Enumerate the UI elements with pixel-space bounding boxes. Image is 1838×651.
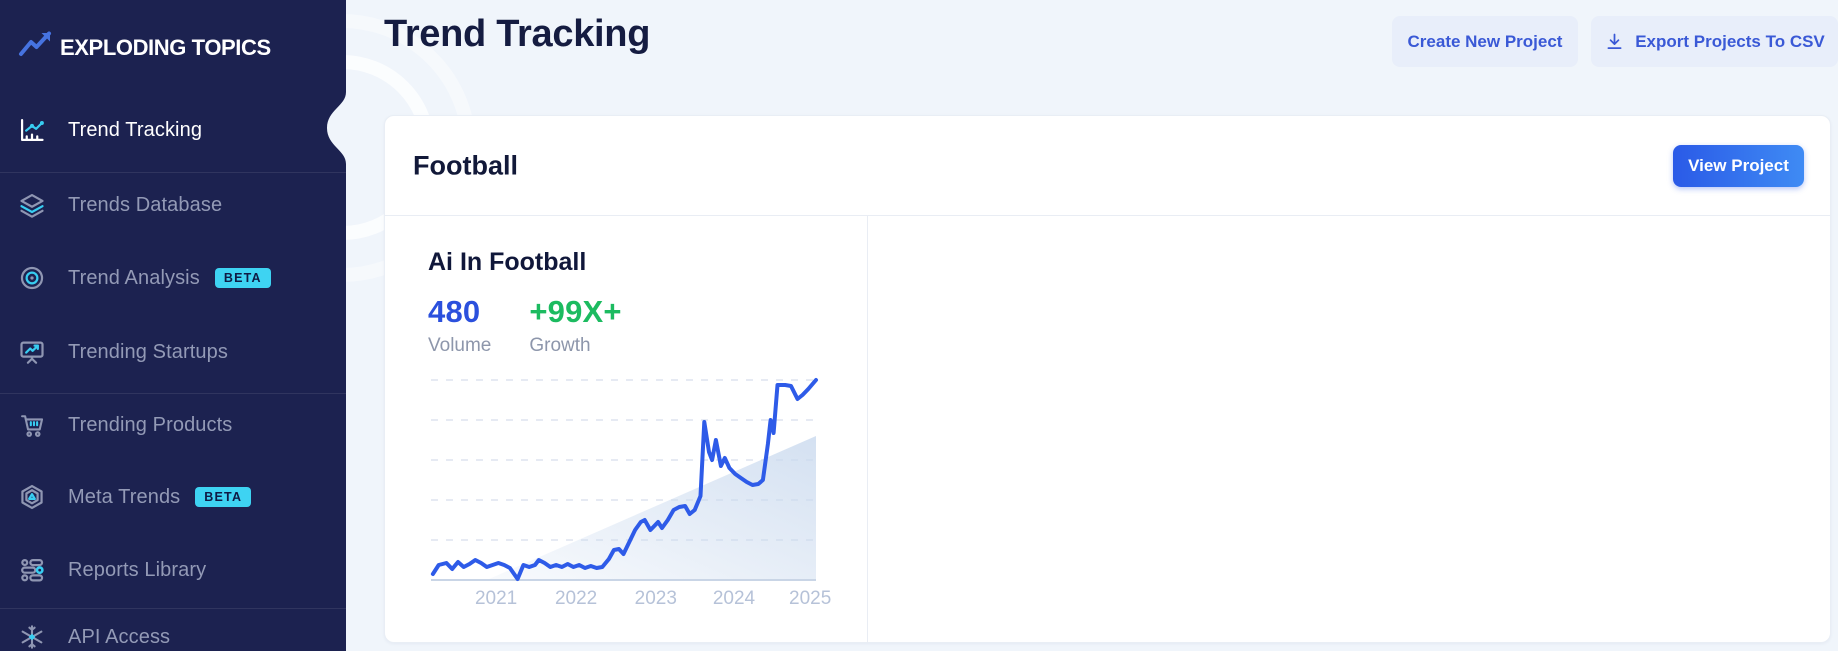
create-new-project-button[interactable]: Create New Project [1392,16,1578,67]
active-item-notch [327,92,346,164]
sidebar-item-trending-products[interactable]: Trending Products [0,401,346,449]
trend-title: Ai In Football [428,248,587,276]
x-axis-label: 2023 [635,588,677,609]
logo-arrow-icon [18,30,56,65]
x-axis-label: 2025 [789,588,831,609]
app-logo[interactable]: EXPLODING TOPICS [18,30,271,65]
sidebar-item-reports-library[interactable]: Reports Library [0,546,346,594]
sidebar-item-trending-startups[interactable]: Trending Startups [0,328,346,376]
growth-value: +99X+ [529,294,622,329]
project-card-header: Football View Project [385,116,1830,215]
layers-icon [18,191,46,219]
shopping-cart-icon [18,411,46,439]
download-icon [1604,31,1625,52]
sidebar: EXPLODING TOPICS Trend Tracking [0,0,346,651]
volume-label: Volume [428,335,492,356]
sidebar-item-label: Trending Startups [68,340,228,363]
sidebar-item-label: Trends Database [68,193,223,216]
hexagon-icon [18,483,46,511]
export-projects-csv-button[interactable]: Export Projects To CSV [1591,16,1838,67]
sidebar-item-label: Trend Analysis [68,266,200,289]
sidebar-item-label: Reports Library [68,558,207,581]
trend-line [430,378,818,581]
sidebar-divider [0,393,346,394]
project-card-body: Ai In Football 480 Volume +99X+ Growth 2… [385,215,1830,643]
trend-stats: 480 Volume +99X+ Growth [428,294,622,357]
beta-badge: BETA [195,487,252,507]
view-project-button[interactable]: View Project [1673,145,1804,187]
sidebar-item-trends-database[interactable]: Trends Database [0,181,346,229]
reports-icon [18,556,46,584]
x-axis-label: 2024 [713,588,756,609]
page-title: Trend Tracking [384,13,651,55]
x-axis-label: 2022 [555,588,597,609]
sidebar-item-label: Meta Trends [68,485,181,508]
sidebar-item-api-access[interactable]: API Access [0,613,346,651]
trend-chart-svg: 2021 2022 2023 2024 2025 [430,378,831,609]
trend-tracking-icon [18,116,46,144]
sidebar-item-meta-trends[interactable]: Meta Trends BETA [0,473,346,521]
sidebar-divider [0,172,346,173]
trend-chart: 2021 2022 2023 2024 2025 [430,375,831,615]
sidebar-item-label: Trending Products [68,413,233,436]
growth-stat: +99X+ Growth [529,294,621,357]
growth-label: Growth [529,335,591,356]
project-name: Football [413,150,518,180]
export-projects-csv-label: Export Projects To CSV [1635,31,1825,51]
trend-tile[interactable]: Ai In Football 480 Volume +99X+ Growth 2… [385,216,868,643]
sidebar-item-trend-analysis[interactable]: Trend Analysis BETA [0,254,346,302]
target-icon [18,264,46,292]
beta-badge: BETA [214,268,271,288]
x-axis-label: 2021 [475,588,517,609]
create-new-project-label: Create New Project [1407,31,1563,51]
volume-stat: 480 Volume [428,294,491,357]
api-icon [18,623,46,651]
sidebar-item-label: Trend Tracking [68,118,203,141]
sidebar-item-label: API Access [68,625,171,648]
project-card: Football View Project Ai In Football 480… [384,115,1831,643]
presentation-chart-icon [18,338,46,366]
volume-value: 480 [428,294,481,329]
sidebar-item-trend-tracking[interactable]: Trend Tracking [0,106,346,154]
logo-text: EXPLODING TOPICS [60,34,271,60]
sidebar-divider [0,608,346,609]
